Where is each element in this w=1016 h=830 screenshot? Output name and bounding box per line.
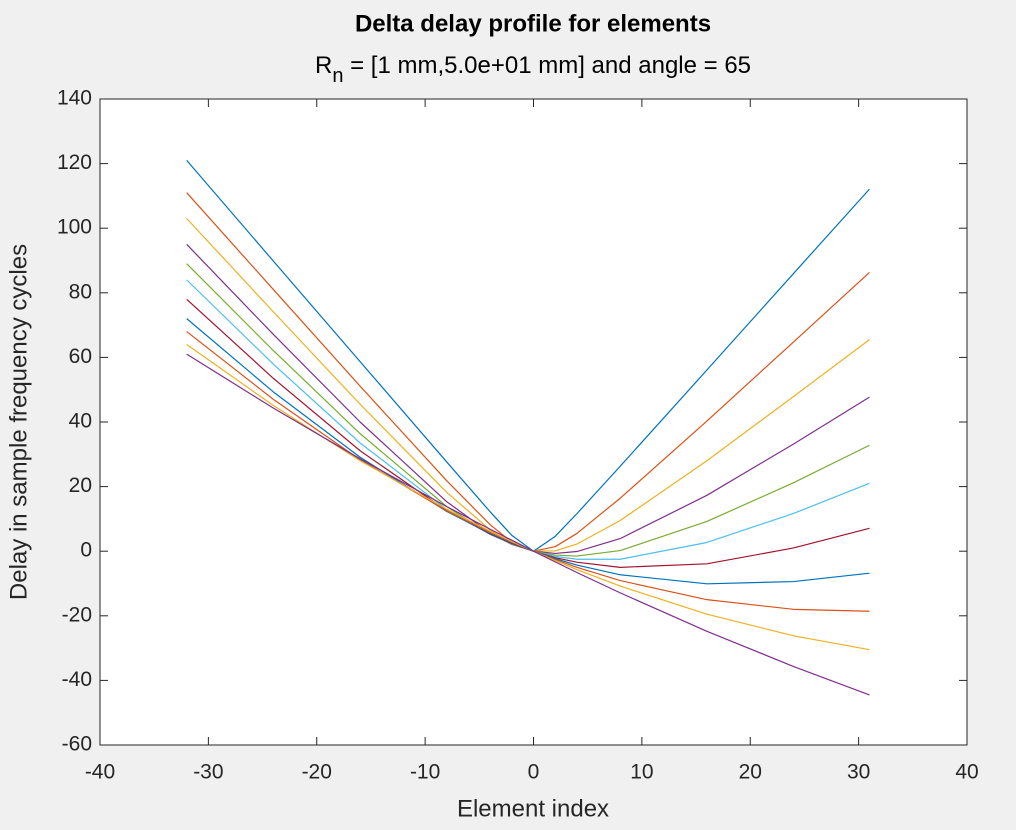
- subtitle-base: R: [315, 52, 332, 79]
- y-tick-label: 40: [69, 410, 92, 433]
- subtitle-rest: = [1 mm,5.0e+01 mm] and angle = 65: [343, 52, 751, 79]
- x-tick-label: -30: [193, 761, 223, 784]
- y-tick-label: 80: [69, 280, 92, 303]
- y-tick-label: -40: [62, 668, 92, 691]
- chart-title: Delta delay profile for elements: [355, 10, 711, 37]
- y-tick-label: 20: [69, 474, 92, 497]
- plot-area: [100, 99, 967, 745]
- y-tick-label: -60: [62, 733, 92, 756]
- x-tick-label: 30: [847, 761, 870, 784]
- y-tick-label: 0: [80, 539, 92, 562]
- x-tick-label: 40: [955, 761, 978, 784]
- lines: [186, 159, 870, 696]
- data-line: [186, 353, 870, 696]
- y-tick-label: 120: [57, 151, 92, 174]
- subtitle-subscript: n: [332, 65, 343, 87]
- x-tick-label: 0: [528, 761, 540, 784]
- x-tick-label: -10: [410, 761, 440, 784]
- x-tick-label: 20: [739, 761, 762, 784]
- x-axis-label: Element index: [457, 795, 609, 822]
- y-tick-label: 100: [57, 216, 92, 239]
- x-tick-label: 10: [630, 761, 653, 784]
- y-tick-label: -20: [62, 603, 92, 626]
- x-tick-label: -40: [85, 761, 115, 784]
- y-tick-label: 60: [69, 345, 92, 368]
- chart-subtitle: Rn = [1 mm,5.0e+01 mm] and angle = 65: [315, 52, 751, 87]
- y-axis-label: Delay in sample frequency cycles: [5, 244, 32, 600]
- y-tick-label: 140: [57, 87, 92, 110]
- x-tick-label: -20: [302, 761, 332, 784]
